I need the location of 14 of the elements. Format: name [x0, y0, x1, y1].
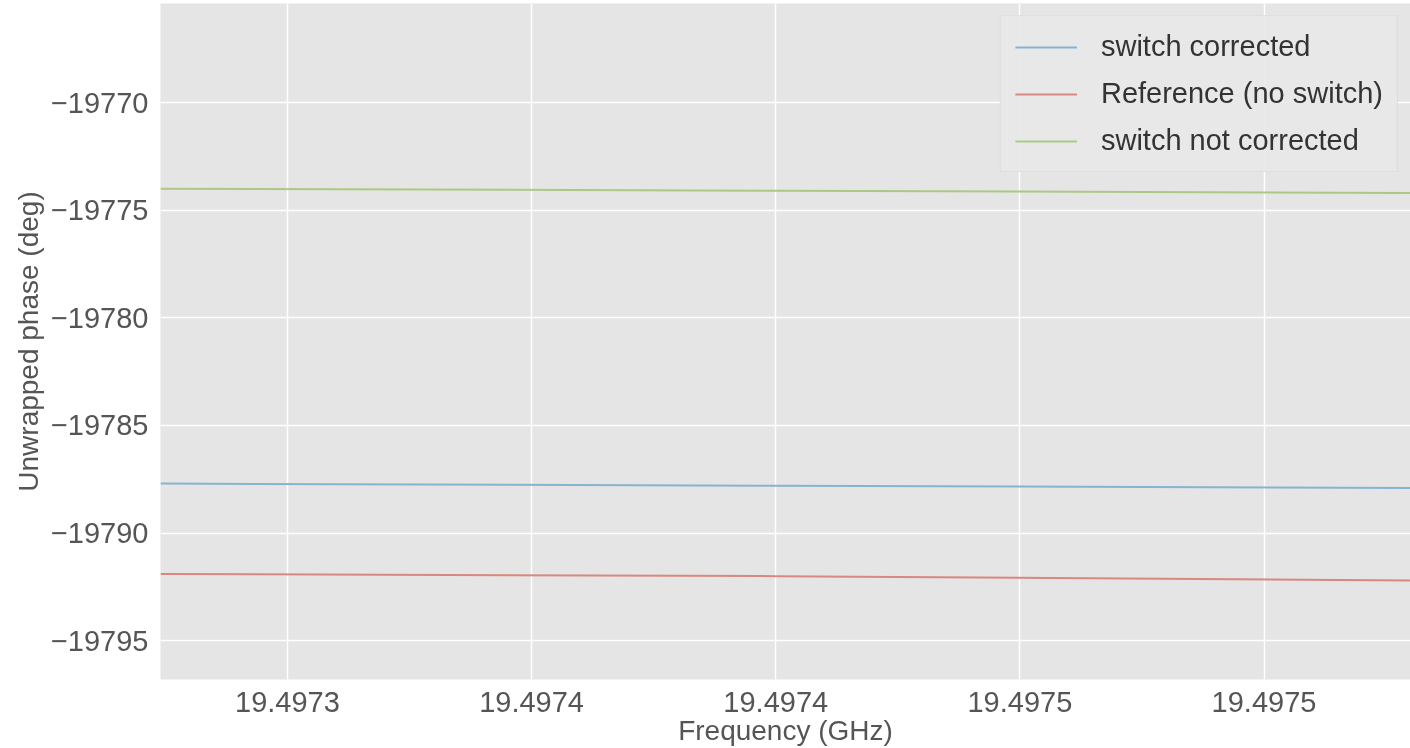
x-tick-label: 19.4973: [235, 685, 340, 718]
y-tick-label: −19775: [50, 194, 149, 227]
legend-label: Reference (no switch): [1100, 77, 1383, 110]
x-tick-label: 19.4975: [967, 685, 1073, 718]
x-tick-label: 19.4975: [1211, 685, 1317, 718]
legend-label: switch not corrected: [1100, 124, 1359, 157]
y-tick-label: −19790: [50, 517, 149, 550]
y-tick-label: −19780: [50, 301, 149, 334]
y-tick-label: −19785: [50, 409, 149, 442]
x-tick-label: 19.4974: [479, 685, 585, 718]
y-tick-label: −19795: [50, 624, 149, 657]
y-axis-title: Unwrapped phase (deg): [12, 191, 44, 492]
legend-label: switch corrected: [1100, 30, 1311, 63]
y-tick-label: −19770: [50, 86, 149, 119]
